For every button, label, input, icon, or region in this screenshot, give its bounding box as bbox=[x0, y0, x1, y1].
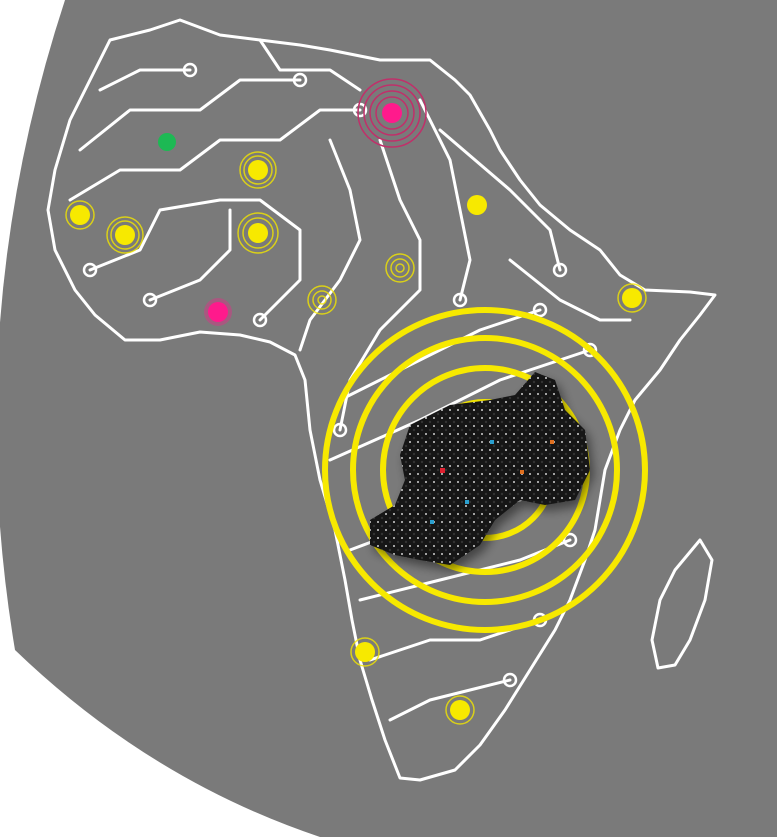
yellow-dot bbox=[237, 212, 279, 254]
madagascar-outline bbox=[650, 538, 714, 670]
hotspot-markers bbox=[430, 440, 554, 524]
continent-outline bbox=[46, 18, 717, 782]
hotspot-region bbox=[370, 372, 590, 565]
pink-dot bbox=[204, 298, 232, 326]
pink-dot bbox=[357, 78, 427, 148]
yellow-dot bbox=[65, 200, 95, 230]
yellow-dot bbox=[445, 695, 475, 725]
green-dot bbox=[158, 133, 176, 151]
yellow-ring bbox=[385, 253, 415, 283]
yellow-ring bbox=[307, 285, 337, 315]
circuit-nodes bbox=[82, 62, 598, 688]
yellow-dot bbox=[106, 216, 144, 254]
yellow-dot bbox=[239, 151, 277, 189]
yellow-dot bbox=[467, 195, 487, 215]
yellow-dot bbox=[617, 283, 647, 313]
location-dots bbox=[65, 78, 647, 725]
yellow-dot bbox=[350, 637, 380, 667]
